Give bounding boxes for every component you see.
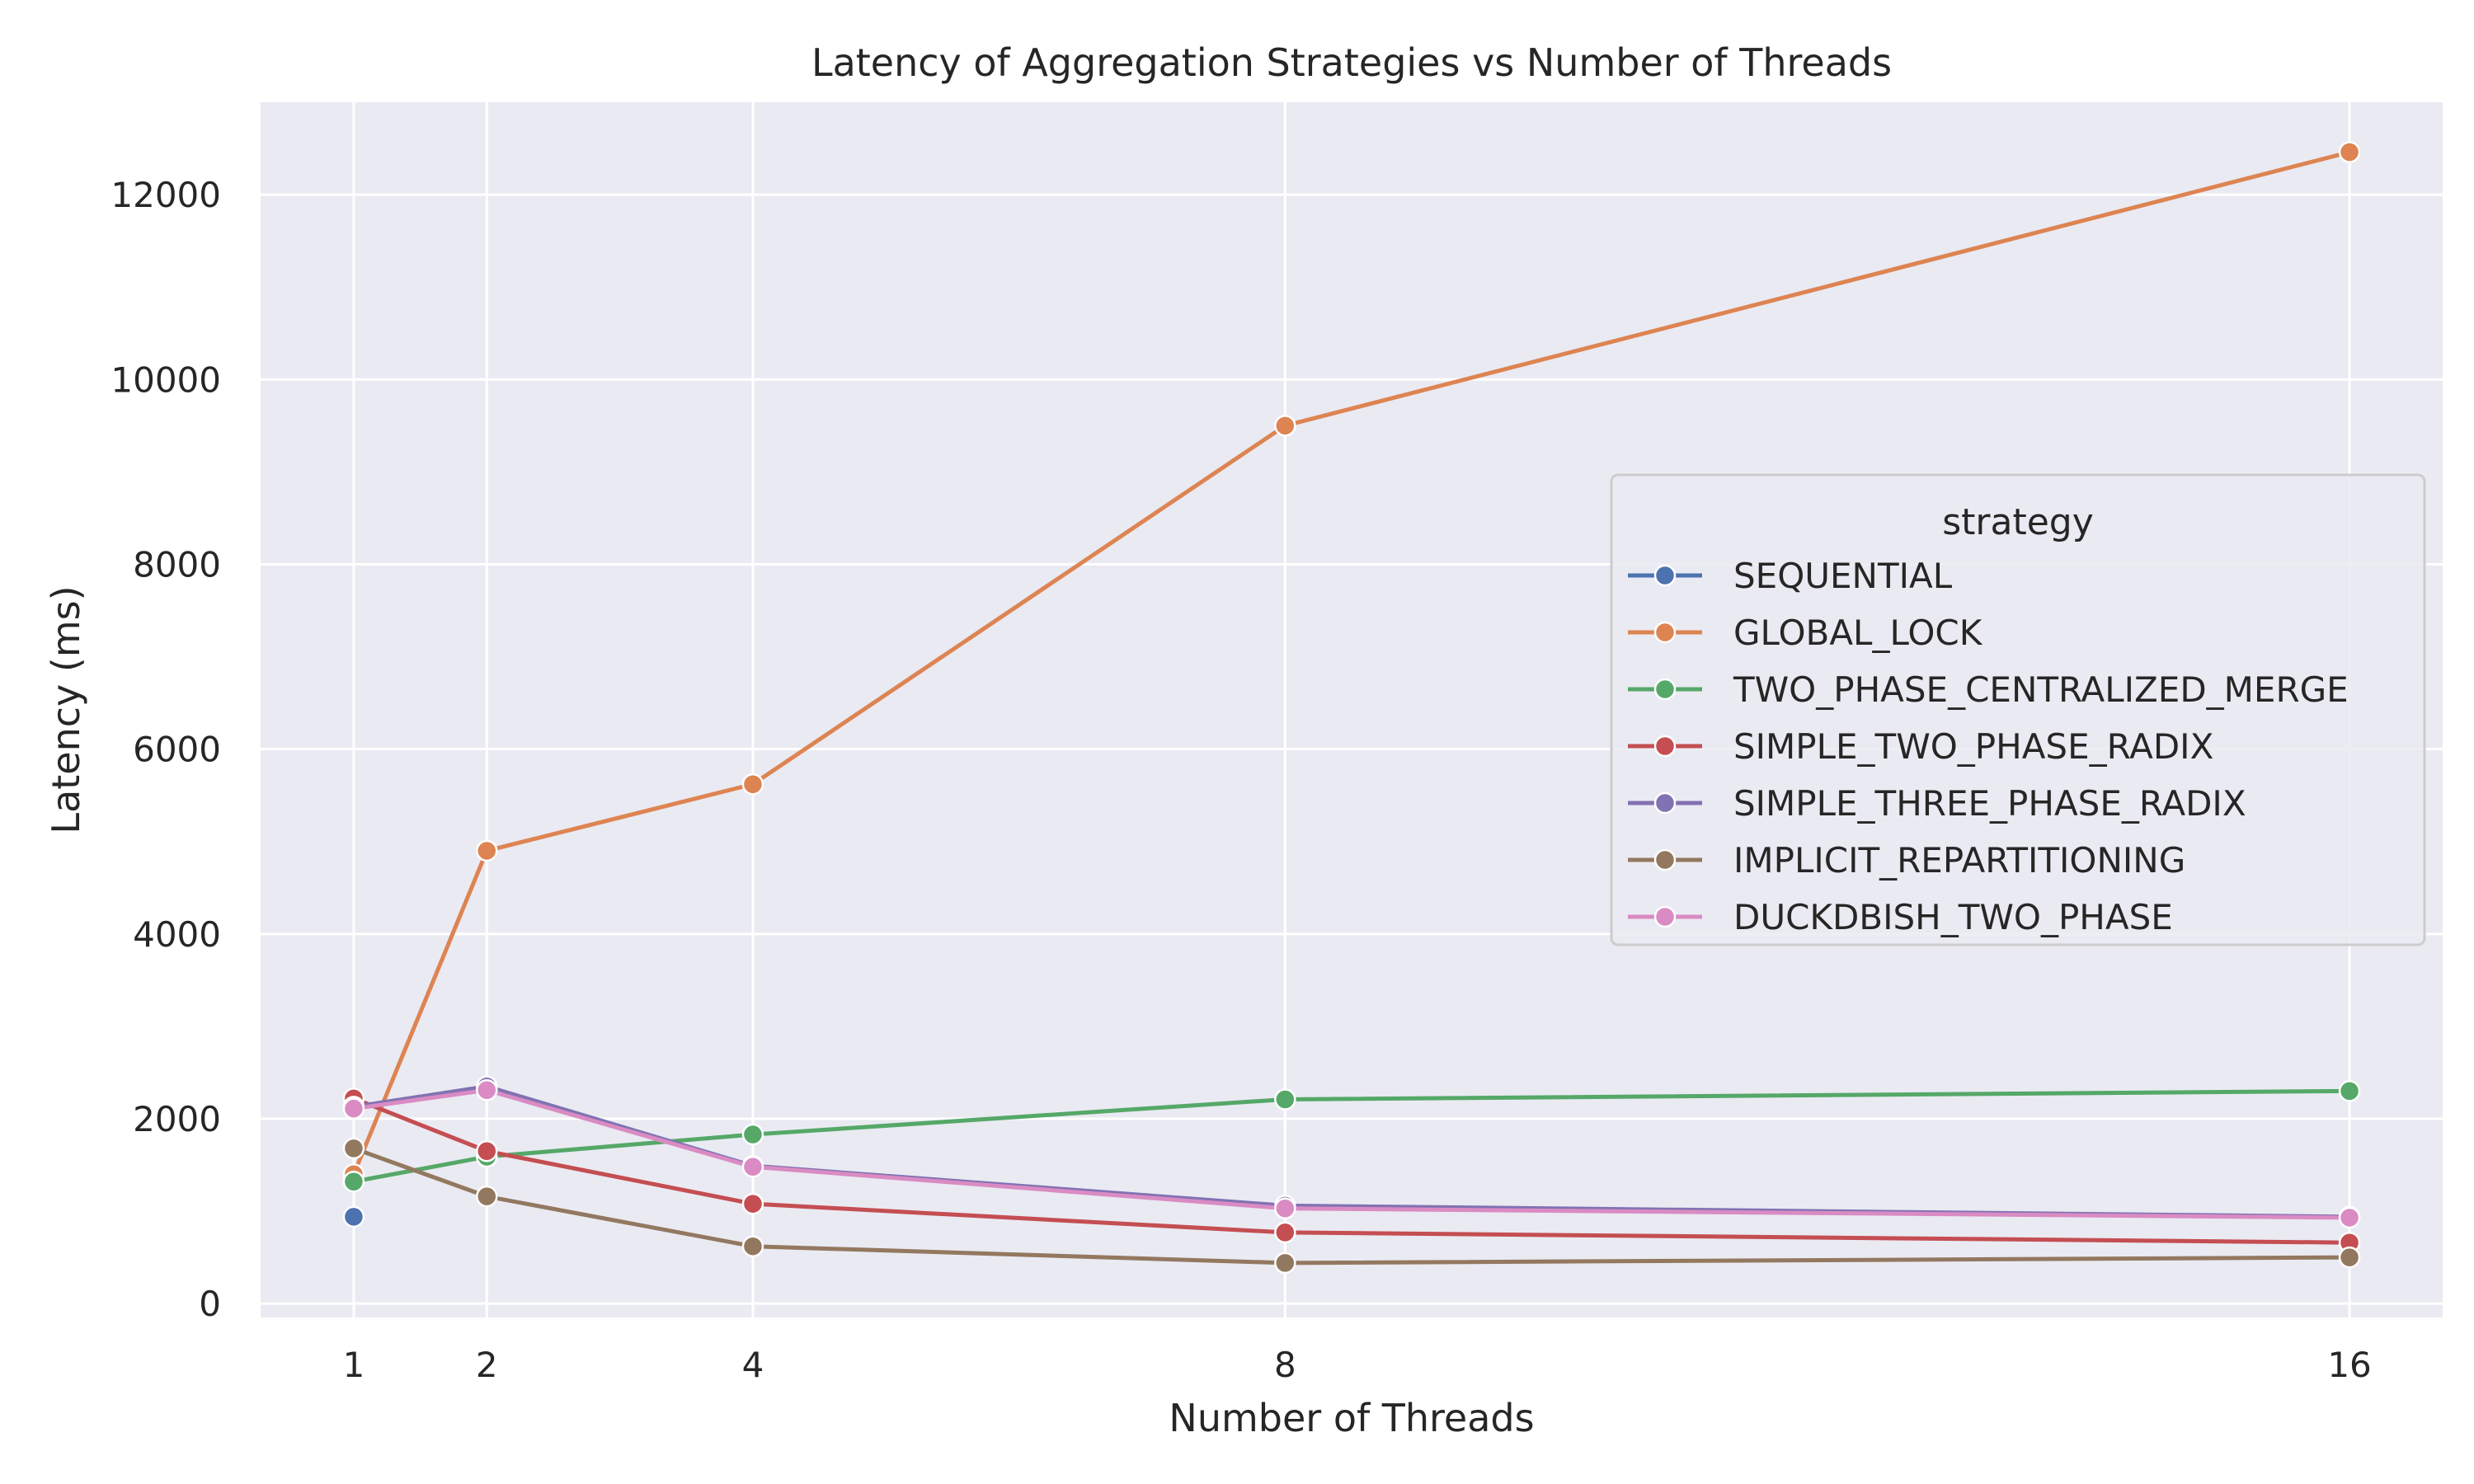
- series-layer: [342, 141, 2361, 1275]
- series-implicit-repartitioning: [342, 1137, 2361, 1275]
- y-tick-label: 12000: [111, 175, 221, 215]
- legend-entry: TWO_PHASE_CENTRALIZED_MERGE: [1628, 669, 2349, 710]
- x-tick-label: 16: [2327, 1345, 2371, 1385]
- data-point: [741, 773, 764, 796]
- y-tick-label: 2000: [133, 1099, 221, 1139]
- data-point: [741, 1156, 764, 1178]
- legend-label: IMPLICIT_REPARTITIONING: [1733, 840, 2185, 881]
- legend-entry: SEQUENTIAL: [1628, 556, 1953, 596]
- legend-box: [1610, 473, 2426, 946]
- x-axis-label: Number of Threads: [1169, 1396, 1534, 1440]
- legend-marker: [1653, 791, 1677, 815]
- legend-marker: [1653, 621, 1677, 644]
- y-tick-label: 10000: [111, 359, 221, 400]
- legend: strategy SEQUENTIAL GLOBAL_LOCK TWO_PHASE_…: [1610, 473, 2426, 946]
- y-tick-label: 4000: [133, 914, 221, 955]
- data-point: [1274, 1197, 1296, 1219]
- legend-entries: SEQUENTIAL GLOBAL_LOCK TWO_PHASE_CENTRALIZ…: [1628, 556, 2349, 937]
- legend-label: TWO_PHASE_CENTRALIZED_MERGE: [1733, 669, 2349, 710]
- legend-entry: GLOBAL_LOCK: [1628, 613, 1983, 653]
- data-point: [2338, 1080, 2361, 1102]
- data-point: [342, 1205, 365, 1228]
- data-point: [1274, 1088, 1296, 1111]
- x-tick-label: 1: [343, 1345, 365, 1385]
- data-point: [476, 839, 498, 862]
- data-point: [342, 1137, 365, 1160]
- legend-entry: DUCKDBISH_TWO_PHASE: [1628, 897, 2173, 937]
- legend-marker: [1653, 905, 1677, 928]
- data-point: [1274, 1252, 1296, 1275]
- x-tick-label: 8: [1274, 1345, 1296, 1385]
- data-point: [1274, 1221, 1296, 1244]
- legend-entry: IMPLICIT_REPARTITIONING: [1628, 840, 2185, 881]
- data-point: [2338, 1246, 2361, 1269]
- legend-label: DUCKDBISH_TWO_PHASE: [1733, 897, 2173, 937]
- legend-entry: SIMPLE_THREE_PHASE_RADIX: [1628, 783, 2246, 824]
- legend-label: SEQUENTIAL: [1733, 556, 1953, 596]
- legend-entry: SIMPLE_TWO_PHASE_RADIX: [1628, 726, 2213, 767]
- data-point: [342, 1170, 365, 1193]
- legend-label: SIMPLE_THREE_PHASE_RADIX: [1733, 783, 2246, 824]
- y-tick-label: 6000: [133, 730, 221, 770]
- data-point: [476, 1185, 498, 1208]
- legend-label: SIMPLE_TWO_PHASE_RADIX: [1733, 726, 2213, 767]
- legend-marker: [1653, 848, 1677, 871]
- tick-layer: 1 2 4 8 16 0 2000 4000 6000 8000 10000 12000: [111, 175, 2371, 1385]
- legend-label: GLOBAL_LOCK: [1733, 613, 1983, 653]
- data-point: [741, 1192, 764, 1215]
- data-point: [476, 1139, 498, 1162]
- data-point: [1274, 415, 1296, 437]
- legend-marker: [1653, 564, 1677, 587]
- x-tick-label: 2: [476, 1345, 498, 1385]
- chart-title: Latency of Aggregation Strategies vs Num…: [811, 40, 1892, 85]
- data-point: [2338, 1206, 2361, 1229]
- y-tick-label: 8000: [133, 544, 221, 585]
- legend-marker: [1653, 735, 1677, 758]
- legend-marker: [1653, 678, 1677, 701]
- x-tick-label: 4: [742, 1345, 764, 1385]
- y-axis-label: Latency (ms): [44, 585, 88, 834]
- y-tick-label: 0: [199, 1284, 221, 1324]
- data-point: [741, 1235, 764, 1257]
- data-point: [476, 1079, 498, 1101]
- data-point: [741, 1123, 764, 1146]
- series-duckdbish-two-phase: [342, 1079, 2361, 1229]
- legend-title: strategy: [1942, 501, 2094, 543]
- data-point: [2338, 141, 2361, 163]
- series-sequential: [342, 1205, 365, 1228]
- data-point: [342, 1097, 365, 1120]
